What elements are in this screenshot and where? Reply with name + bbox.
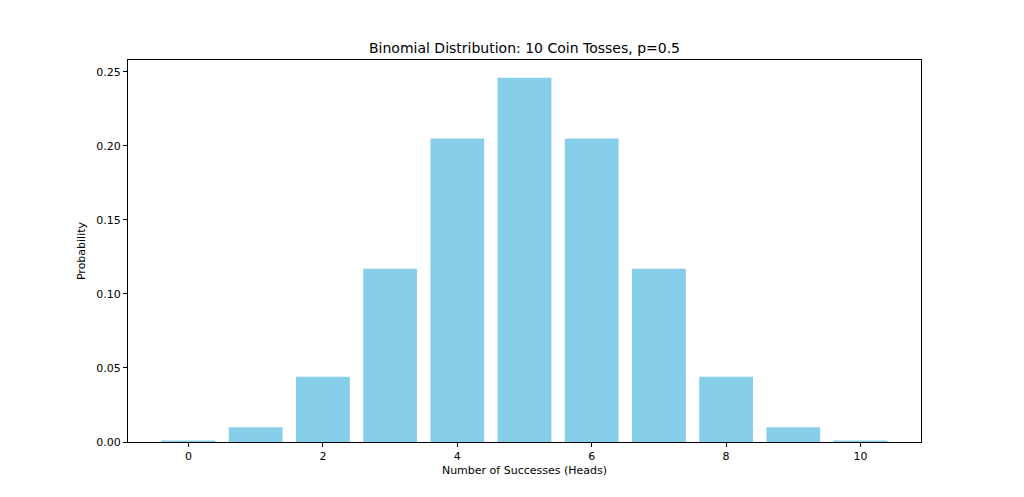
svg-text:8: 8 — [723, 450, 730, 463]
svg-text:0.25: 0.25 — [96, 66, 121, 79]
svg-text:0.20: 0.20 — [96, 140, 121, 153]
svg-text:0.00: 0.00 — [96, 436, 121, 449]
svg-text:Probability: Probability — [75, 221, 88, 280]
svg-text:4: 4 — [454, 450, 461, 463]
svg-text:6: 6 — [588, 450, 595, 463]
svg-text:Number of Successes (Heads): Number of Successes (Heads) — [442, 464, 607, 477]
svg-text:10: 10 — [854, 450, 868, 463]
svg-text:0.15: 0.15 — [96, 214, 121, 227]
svg-text:2: 2 — [319, 450, 326, 463]
svg-text:0: 0 — [185, 450, 192, 463]
svg-text:0.05: 0.05 — [96, 362, 121, 375]
svg-text:Binomial Distribution: 10 Coin: Binomial Distribution: 10 Coin Tosses, p… — [369, 40, 680, 56]
svg-text:0.10: 0.10 — [96, 288, 121, 301]
